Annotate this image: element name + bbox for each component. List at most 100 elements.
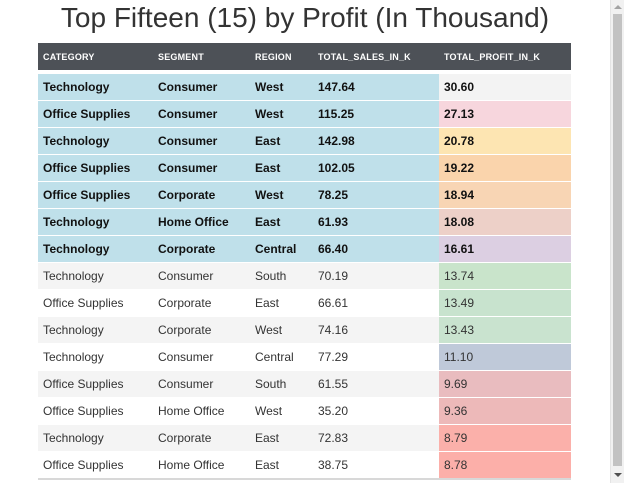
cell-total-profit: 9.36 (439, 397, 571, 425)
cell-category: Office Supplies (38, 451, 153, 480)
cell-segment: Consumer (153, 343, 250, 371)
cell-total-profit: 13.49 (439, 289, 571, 317)
cell-category: Technology (38, 235, 153, 263)
cell-total-sales: 115.25 (313, 100, 439, 128)
table-row: Technology Consumer West 147.64 30.60 (38, 73, 571, 101)
cell-total-sales: 61.55 (313, 370, 439, 398)
cell-total-sales: 70.19 (313, 262, 439, 290)
cell-region: West (250, 181, 313, 209)
cell-category: Technology (38, 316, 153, 344)
cell-category: Office Supplies (38, 370, 153, 398)
table-row: Technology Home Office East 61.93 18.08 (38, 208, 571, 236)
cell-category: Technology (38, 343, 153, 371)
cell-segment: Home Office (153, 397, 250, 425)
cell-segment: Consumer (153, 154, 250, 182)
cell-segment: Consumer (153, 127, 250, 155)
cell-category: Office Supplies (38, 289, 153, 317)
cell-region: East (250, 154, 313, 182)
table-row: Office Supplies Consumer South 61.55 9.69 (38, 370, 571, 398)
cell-total-sales: 35.20 (313, 397, 439, 425)
cell-category: Office Supplies (38, 181, 153, 209)
cell-region: West (250, 100, 313, 128)
cell-total-profit: 9.69 (439, 370, 571, 398)
cell-segment: Consumer (153, 370, 250, 398)
page-title: Top Fifteen (15) by Profit (In Thousand) (60, 2, 550, 33)
cell-segment: Home Office (153, 208, 250, 236)
cell-segment: Corporate (153, 289, 250, 317)
cell-region: South (250, 370, 313, 398)
cell-region: West (250, 73, 313, 101)
table-row: Technology Consumer Central 77.29 11.10 (38, 343, 571, 371)
cell-total-sales: 77.29 (313, 343, 439, 371)
cell-segment: Consumer (153, 73, 250, 101)
cell-total-sales: 66.61 (313, 289, 439, 317)
cell-total-profit: 27.13 (439, 100, 571, 128)
cell-total-profit: 20.78 (439, 127, 571, 155)
header-spacer-cell (38, 70, 571, 74)
cell-category: Technology (38, 73, 153, 101)
cell-category: Technology (38, 424, 153, 452)
cell-segment: Corporate (153, 235, 250, 263)
cell-total-sales: 78.25 (313, 181, 439, 209)
cell-region: Central (250, 235, 313, 263)
table-row: Office Supplies Corporate East 66.61 13.49 (38, 289, 571, 317)
cell-total-sales: 66.40 (313, 235, 439, 263)
table-row: Office Supplies Home Office East 38.75 8.78 (38, 451, 571, 480)
table-row: Office Supplies Home Office West 35.20 9.36 (38, 397, 571, 425)
cell-region: East (250, 127, 313, 155)
header-spacer (38, 70, 571, 74)
scrollbar-thumb[interactable] (613, 14, 622, 466)
table-row: Technology Corporate West 74.16 13.43 (38, 316, 571, 344)
cell-total-sales: 102.05 (313, 154, 439, 182)
cell-segment: Corporate (153, 181, 250, 209)
column-header-total-sales[interactable]: TOTAL_SALES_IN_K (313, 43, 439, 70)
table-row: Office Supplies Corporate West 78.25 18.94 (38, 181, 571, 209)
table-row: Technology Corporate East 72.83 8.79 (38, 424, 571, 452)
cell-total-profit: 30.60 (439, 73, 571, 101)
table-row: Technology Corporate Central 66.40 16.61 (38, 235, 571, 263)
cell-total-sales: 38.75 (313, 451, 439, 480)
vertical-scrollbar[interactable] (610, 0, 624, 483)
column-header-segment[interactable]: SEGMENT (153, 43, 250, 70)
cell-category: Technology (38, 208, 153, 236)
cell-total-profit: 13.43 (439, 316, 571, 344)
cell-region: West (250, 397, 313, 425)
cell-total-profit: 8.78 (439, 451, 571, 480)
table-row: Office Supplies Consumer East 102.05 19.22 (38, 154, 571, 182)
cell-total-sales: 142.98 (313, 127, 439, 155)
cell-total-profit: 16.61 (439, 235, 571, 263)
cell-total-sales: 74.16 (313, 316, 439, 344)
column-header-category[interactable]: CATEGORY (38, 43, 153, 70)
scroll-up-arrow-icon[interactable] (614, 5, 622, 9)
cell-category: Technology (38, 127, 153, 155)
cell-total-profit: 8.79 (439, 424, 571, 452)
cell-segment: Consumer (153, 262, 250, 290)
cell-total-sales: 72.83 (313, 424, 439, 452)
scroll-down-arrow-icon[interactable] (614, 473, 622, 477)
table-row: Office Supplies Consumer West 115.25 27.13 (38, 100, 571, 128)
cell-region: East (250, 208, 313, 236)
cell-region: Central (250, 343, 313, 371)
cell-total-profit: 13.74 (439, 262, 571, 290)
column-header-region[interactable]: REGION (250, 43, 313, 70)
profit-table: CATEGORY SEGMENT REGION TOTAL_SALES_IN_K… (38, 43, 571, 480)
cell-region: South (250, 262, 313, 290)
cell-category: Office Supplies (38, 154, 153, 182)
column-header-total-profit[interactable]: TOTAL_PROFIT_IN_K (439, 43, 571, 70)
table-row: Technology Consumer East 142.98 20.78 (38, 127, 571, 155)
cell-total-profit: 11.10 (439, 343, 571, 371)
cell-total-profit: 19.22 (439, 154, 571, 182)
table-row: Technology Consumer South 70.19 13.74 (38, 262, 571, 290)
cell-region: East (250, 451, 313, 480)
cell-region: East (250, 289, 313, 317)
cell-region: East (250, 424, 313, 452)
cell-total-profit: 18.08 (439, 208, 571, 236)
cell-category: Office Supplies (38, 397, 153, 425)
cell-segment: Corporate (153, 316, 250, 344)
cell-segment: Consumer (153, 100, 250, 128)
table-body: Technology Consumer West 147.64 30.60 Office … (38, 70, 571, 480)
cell-segment: Home Office (153, 451, 250, 480)
cell-total-profit: 18.94 (439, 181, 571, 209)
cell-total-sales: 147.64 (313, 73, 439, 101)
cell-category: Office Supplies (38, 100, 153, 128)
